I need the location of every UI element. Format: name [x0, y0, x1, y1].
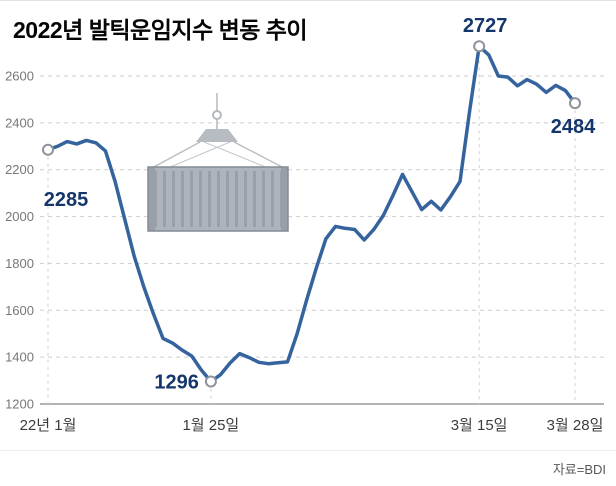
crane-hook-icon [212, 110, 222, 120]
container-post-icon [148, 167, 155, 231]
sling-cable-icon [151, 141, 201, 169]
y-tick-label: 1200 [5, 397, 34, 412]
y-tick-label: 1600 [5, 303, 34, 318]
bdi-line-series [46, 44, 577, 384]
value-annotation: 2484 [551, 116, 596, 138]
container-outline-icon [147, 166, 289, 232]
source-footer: 자료=BDI [0, 450, 616, 486]
page-title: 2022년 발틱운임지수 변동 추이 [13, 17, 308, 43]
value-annotation: 2285 [44, 189, 89, 211]
value-annotation: 2727 [463, 15, 508, 37]
sling-cable-icon [203, 141, 269, 169]
source-credit: 자료=BDI [552, 462, 606, 477]
data-point-marker [204, 375, 217, 388]
data-point-marker [42, 143, 54, 156]
x-tick-label: 3월 15일 [451, 417, 508, 434]
value-annotation: 1296 [154, 372, 199, 394]
y-tick-label: 2000 [5, 209, 34, 224]
sling-cable-icon [167, 141, 231, 169]
series-layer: 2285 1296 2727 2484 [42, 15, 596, 394]
x-tick-label: 3월 28일 [547, 417, 604, 434]
y-tick-label: 2400 [5, 115, 34, 130]
y-tick-label: 1800 [5, 256, 34, 271]
data-point-marker [569, 97, 581, 110]
data-point-marker [473, 40, 486, 53]
x-tick-label: 1월 25일 [182, 417, 239, 434]
y-tick-label: 1400 [5, 350, 34, 365]
container-post-icon [281, 167, 288, 231]
grid-layer: 1200 1400 1600 1800 2000 2200 2400 2600 22년 1월 1월… [5, 46, 604, 434]
shipping-container-illustration [147, 93, 289, 232]
sling-cable-icon [233, 141, 285, 169]
y-tick-label: 2600 [5, 69, 34, 84]
x-tick-label: 22년 1월 [20, 417, 77, 434]
spreader-bar-icon [196, 129, 238, 142]
y-tick-label: 2200 [5, 162, 34, 177]
